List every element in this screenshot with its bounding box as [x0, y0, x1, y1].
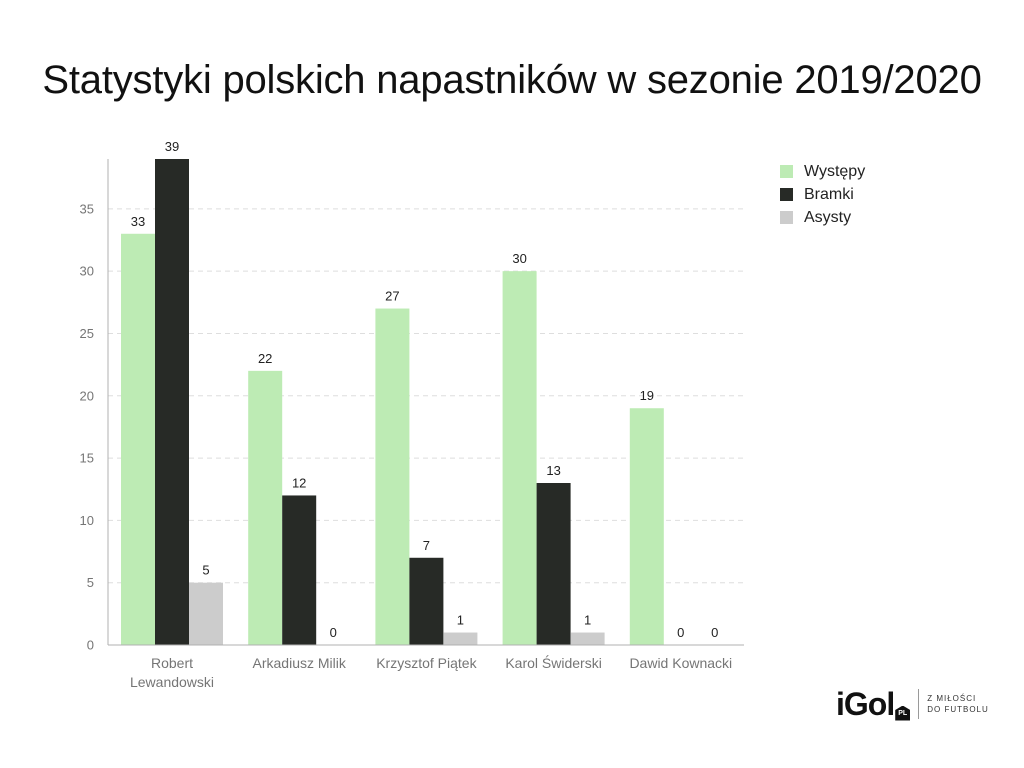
igol-logo: iGol PL Z MIŁOŚCI DO FUTBOLU — [836, 686, 989, 722]
logo-divider — [918, 689, 920, 719]
logo-text: iGol — [836, 686, 895, 722]
logo-tagline-line1: Z MIŁOŚCI — [927, 694, 977, 703]
bar — [248, 370, 283, 645]
bar — [155, 159, 189, 645]
legend-item-wystepy: Występy — [780, 160, 865, 183]
data-label: 27 — [385, 289, 399, 304]
bar — [536, 483, 571, 645]
x-tick-label: Arkadiusz Milik — [253, 655, 347, 671]
legend-label-asysty: Asysty — [804, 208, 852, 226]
bar — [629, 408, 664, 645]
chart-title: Statystyki polskich napastników w sezoni… — [42, 58, 982, 102]
legend-label-wystepy: Występy — [804, 162, 866, 180]
x-tick-label: Robert Lewandowski — [130, 655, 214, 690]
y-tick-label: 5 — [87, 575, 94, 590]
y-tick-label: 10 — [80, 513, 94, 528]
y-tick-label: 15 — [80, 451, 94, 466]
x-tick-label: Karol Świderski — [505, 654, 601, 671]
data-label: 1 — [584, 613, 591, 628]
data-label: 19 — [640, 388, 654, 403]
y-tick-label: 25 — [80, 326, 94, 341]
logo-tagline: Z MIŁOŚCI DO FUTBOLU — [927, 693, 989, 715]
data-label: 1 — [457, 613, 464, 628]
logo-tagline-line2: DO FUTBOLU — [927, 705, 989, 714]
y-tick-label: 35 — [80, 201, 94, 216]
bar — [375, 308, 410, 645]
legend-label-bramki: Bramki — [804, 185, 854, 203]
y-tick-label: 20 — [80, 388, 94, 403]
y-tick-label: 0 — [87, 638, 94, 653]
legend-swatch-bramki — [780, 188, 793, 201]
legend-swatch-wystepy — [780, 165, 793, 178]
bar — [409, 557, 444, 645]
x-tick-label: Dawid Kownacki — [629, 655, 732, 671]
logo-badge: PL — [895, 705, 911, 721]
data-label: 12 — [292, 475, 306, 490]
data-label: 7 — [423, 538, 430, 553]
bar — [443, 632, 478, 645]
x-tick-label: Krzysztof Piątek — [376, 655, 477, 671]
bar — [121, 233, 155, 645]
chart-legend: Występy Bramki Asysty — [780, 160, 865, 229]
y-tick-label: 30 — [80, 264, 94, 279]
bar — [570, 632, 605, 645]
data-label: 33 — [131, 214, 145, 229]
legend-item-bramki: Bramki — [780, 183, 865, 206]
bar — [282, 495, 317, 645]
data-label: 0 — [677, 625, 684, 640]
data-label: 0 — [330, 625, 337, 640]
bar — [189, 582, 223, 645]
bar — [502, 271, 537, 645]
data-label: 39 — [165, 139, 179, 154]
data-label: 0 — [711, 625, 718, 640]
legend-swatch-asysty — [780, 211, 793, 224]
data-label: 30 — [512, 251, 526, 266]
data-label: 5 — [202, 563, 209, 578]
legend-item-asysty: Asysty — [780, 206, 865, 229]
data-label: 13 — [546, 463, 560, 478]
data-label: 22 — [258, 351, 272, 366]
